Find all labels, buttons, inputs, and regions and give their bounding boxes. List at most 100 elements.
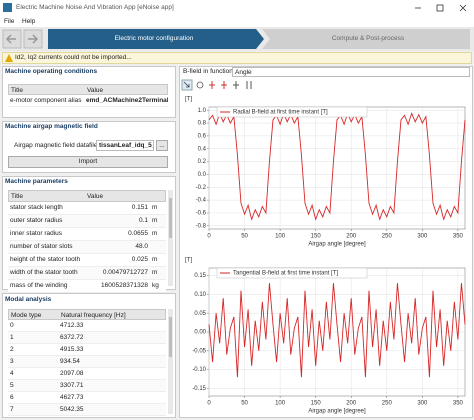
x-tick-label: 350 (453, 401, 464, 407)
warning-text: Id2, Iq2 currents could not be imported.… (15, 54, 132, 61)
x-tick-label: 250 (382, 234, 393, 240)
x-tick-label: 200 (346, 234, 357, 240)
x-axis-label: Airgap angle [degree] (308, 242, 366, 248)
table: Mode type Natural frequency [Hz] 0 4712.33 1… (8, 309, 166, 416)
table-cell: 6 (10, 394, 14, 401)
table-cell: 0.151 (131, 204, 148, 211)
x-tick-label: 300 (417, 401, 428, 407)
table-cell: inner stator radius (10, 230, 63, 237)
plot-toolbar[interactable] (181, 79, 301, 91)
table-cell: 0 (10, 322, 14, 329)
section-title: Machine operating conditions (5, 68, 98, 75)
table-cell: 6372.72 (60, 334, 84, 341)
scrollbar[interactable] (168, 309, 173, 414)
table-header: Title Value (8, 190, 166, 202)
table-row[interactable]: 0 4712.33 (8, 320, 166, 332)
title-bar (0, 0, 474, 16)
table-row[interactable]: outer stator radius 0.1 m (8, 215, 166, 228)
data-line (208, 112, 466, 221)
column-header: Natural frequency [Hz] (61, 312, 126, 319)
table-header: Title Value (8, 84, 168, 95)
legend-box (216, 267, 368, 279)
table-cell: emd_ACMachine2Terminals (86, 97, 168, 104)
table-row[interactable]: 5 3307.71 (8, 380, 166, 392)
y-axis-label: [T] (185, 258, 192, 264)
column-header: Title (11, 87, 24, 94)
legend-box (216, 106, 368, 118)
step-tab-active[interactable] (48, 29, 264, 49)
table-cell: 4915.33 (60, 346, 84, 353)
warning-icon (5, 54, 13, 62)
table-row[interactable]: 2 4915.33 (8, 344, 166, 356)
warning-bar (2, 52, 472, 64)
table-cell: 4627.73 (60, 394, 84, 401)
scrollbar[interactable] (168, 190, 173, 286)
table-row[interactable]: mass of the winding 1600528371328 kg (8, 280, 166, 293)
table-row[interactable]: e-motor component alias emd_ACMachine2Ter… (8, 95, 168, 107)
table-row[interactable]: 1 6372.72 (8, 332, 166, 344)
x-tick-label: 250 (382, 401, 393, 407)
step-label: Compute & Post-process (331, 35, 405, 42)
window-controls[interactable] (400, 0, 474, 16)
table-row[interactable]: 4 2097.08 (8, 368, 166, 380)
file-input[interactable]: tissanLeaf_idq_5_7.mat (96, 140, 154, 151)
table-cell: e-motor component alias (10, 97, 82, 104)
chart: -0.8 -0.6 -0.4 -0.2 0.0 0.2 0.4 0.6 0.8 1.0 0 50 100… (185, 97, 466, 248)
browse-button[interactable]: ... (156, 140, 168, 151)
table-cell: 7 (10, 406, 14, 413)
y-tick-label: -0.05 (192, 348, 206, 354)
x-tick-label: 200 (346, 401, 357, 407)
table-row[interactable]: number of stator slots 48.0 (8, 241, 166, 254)
legend-label: Radial B-field at first time instant [T] (233, 110, 328, 116)
x-tick-label: 0 (207, 234, 211, 240)
y-tick-label: 0.2 (198, 159, 207, 165)
table-row[interactable]: inner stator radius 0.0655 m (8, 228, 166, 241)
y-tick-label: 0.0 (198, 172, 207, 178)
menu-item[interactable]: File (4, 18, 15, 25)
x-tick-label: 150 (311, 234, 322, 240)
table-cell: 2097.08 (60, 370, 84, 377)
table-row[interactable]: 7 5042.35 (8, 404, 166, 416)
table-cell: 0.025 (131, 256, 148, 263)
table-cell: 5 (10, 382, 14, 389)
y-axis-label: [T] (185, 97, 192, 103)
table-cell: 2 (10, 346, 14, 353)
step-label: Electric motor configuration (114, 35, 194, 42)
app-icon (3, 3, 12, 12)
field-label: Airgap magnetic field datafile (14, 142, 98, 149)
column-header: Value (87, 193, 104, 200)
table-row[interactable]: 3 934.54 (8, 356, 166, 368)
table-row[interactable]: width of the stator tooth 0.00479712727 m (8, 267, 166, 280)
x-tick-label: 300 (417, 234, 428, 240)
table-cell: 0.1 (138, 217, 148, 224)
table-cell: 3307.71 (60, 382, 84, 389)
y-tick-label: 0.4 (198, 146, 207, 152)
y-tick-label: -0.6 (196, 211, 207, 217)
step-bar (0, 27, 474, 51)
table-cell: 4 (10, 370, 14, 377)
table: Title Value stator stack length 0.151 m outer… (8, 190, 166, 293)
y-tick-label: -0.8 (196, 223, 207, 229)
import-button[interactable]: Import (8, 156, 168, 168)
table-row[interactable]: 6 4627.73 (8, 392, 166, 404)
table-row[interactable]: stator stack length 0.151 m (8, 202, 166, 215)
y-tick-label: -0.2 (196, 185, 207, 191)
y-tick-label: 1.0 (198, 108, 207, 114)
dropdown[interactable]: Angle (232, 67, 470, 77)
y-tick-label: 0.6 (198, 133, 207, 139)
legend-label: Tangential B-field at first time instant… (233, 271, 338, 277)
menu-bar (0, 16, 474, 27)
y-tick-label: -0.15 (192, 386, 206, 392)
table-row[interactable]: height of the stator tooth 0.025 m (8, 254, 166, 267)
x-tick-label: 50 (241, 401, 248, 407)
chart: -0.15 -0.10 -0.05 0.00 0.05 0.10 0.15 0 50 100 150… (185, 258, 466, 415)
section-title: Modal analysis (5, 296, 52, 303)
table-cell: kg (152, 282, 159, 289)
menu-item[interactable]: Help (22, 18, 36, 25)
table-cell: m (152, 230, 158, 237)
table-cell: width of the stator tooth (10, 269, 78, 276)
y-tick-label: -0.4 (196, 198, 207, 204)
step-tab[interactable] (262, 29, 470, 49)
y-tick-label: -0.10 (192, 367, 206, 373)
